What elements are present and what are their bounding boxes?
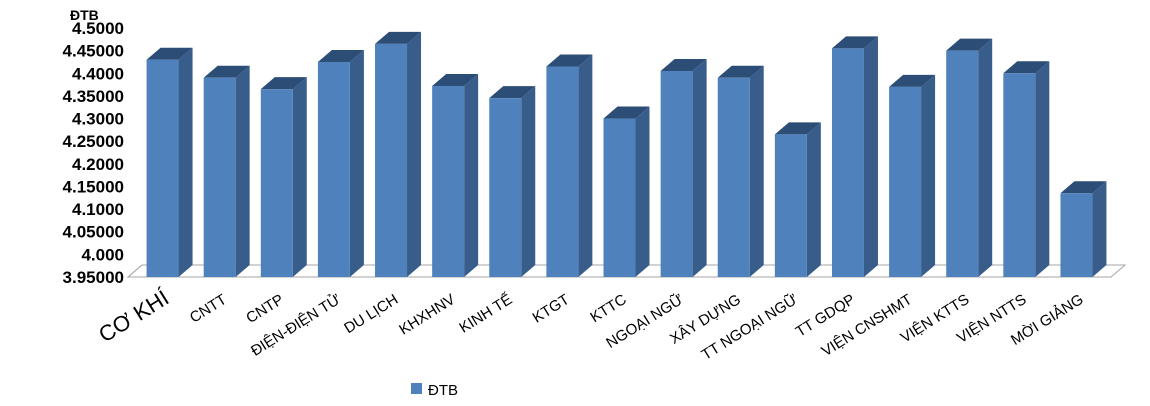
bar-side [806,122,821,278]
bar-side [464,73,479,277]
bar-front [203,77,236,277]
x-tick-label: DU LỊCH [341,291,401,337]
bar [717,65,764,277]
bar [1060,181,1107,277]
bar-front [260,89,293,277]
bar [375,31,422,277]
bar-side [407,31,422,277]
legend-swatch [411,383,422,394]
bar-side [978,38,993,277]
bar [946,38,993,277]
bar-top [203,65,250,78]
bar [831,36,878,277]
bar-front [717,77,750,277]
bar-top [146,47,193,60]
bar [660,59,707,277]
x-tick-label: KINH TẾ [456,291,515,337]
bar-top [317,49,364,62]
bar-top [260,77,307,90]
bar-side [521,86,536,277]
y-tick-label: 4.25000 [63,132,124,151]
bar-top [375,31,422,44]
bar-front [146,59,179,277]
y-tick-label: 4.15000 [63,177,124,196]
bar-side [749,65,764,277]
bar-top [660,59,707,72]
bar [260,77,307,277]
bar [432,73,479,277]
bar-side [578,54,593,278]
bar-front [546,66,579,278]
bar-top [946,38,993,51]
bar-side [349,49,364,277]
x-tick-label: TT NGOẠI NGỮ [699,291,801,364]
y-tick-label: 3.95000 [63,268,124,287]
bar-side [635,106,650,277]
bar-front [774,134,807,277]
bar-top [831,36,878,49]
bar-side [1035,61,1050,277]
bar-top [1003,61,1050,74]
y-axis-label: ĐTB [70,7,99,23]
bar [1003,61,1050,277]
y-tick-label: 4.4000 [72,64,124,83]
floor-edge [127,264,143,278]
bar-top [432,73,479,86]
bar-top [546,54,593,67]
y-tick-label: 4.2000 [72,155,124,174]
bar-front [489,98,522,277]
bar [203,65,250,277]
bar-front [660,71,693,277]
bar-front [375,43,408,277]
bar-front [946,50,979,277]
bar-series [146,31,1107,278]
bar [889,74,936,277]
x-tick-label: KHXHNV [396,291,458,339]
bar [603,106,650,277]
x-tick-label: CNTP [243,291,287,327]
bar-top [489,86,536,99]
y-tick-label: 4.35000 [63,87,124,106]
legend-label: ĐTB [428,382,458,399]
bar-side [921,74,936,277]
bar-side [235,65,250,277]
bar-side [1092,181,1107,277]
bar [489,86,536,277]
bar-top [774,122,821,135]
bar [146,47,193,277]
y-tick-label: 4.000 [81,245,124,264]
y-tick-label: 4.45000 [63,42,124,61]
bar-top [1060,181,1107,194]
bar-side [292,77,307,277]
y-axis-ticks: 3.95000 4.000 4.05000 4.1000 4.15000 4.2000 4.… [63,19,124,287]
bar-side [692,59,707,277]
bar-front [889,86,922,277]
bar [546,54,593,278]
x-tick-label: KTGT [530,291,573,327]
bar-front [603,118,636,277]
bar-front [432,85,465,277]
bar-side [863,36,878,277]
y-tick-label: 4.05000 [63,223,124,242]
bar-top [603,106,650,119]
x-tick-label: CƠ KHÍ [94,285,174,348]
bar-front [1060,193,1093,277]
bar [317,49,364,277]
bar-front [317,61,350,277]
bar-front [831,48,864,277]
bar-top [889,74,936,87]
bar-top [717,65,764,78]
y-tick-label: 4.1000 [72,200,124,219]
bar-side [178,47,193,277]
bar-front [1003,73,1036,277]
bar [774,122,821,278]
x-tick-label: KTTC [587,291,629,326]
y-tick-label: 4.3000 [72,110,124,129]
x-tick-label: CNTT [187,291,230,327]
y-tick-label: 4.5000 [72,19,124,38]
legend: ĐTB [411,382,458,399]
